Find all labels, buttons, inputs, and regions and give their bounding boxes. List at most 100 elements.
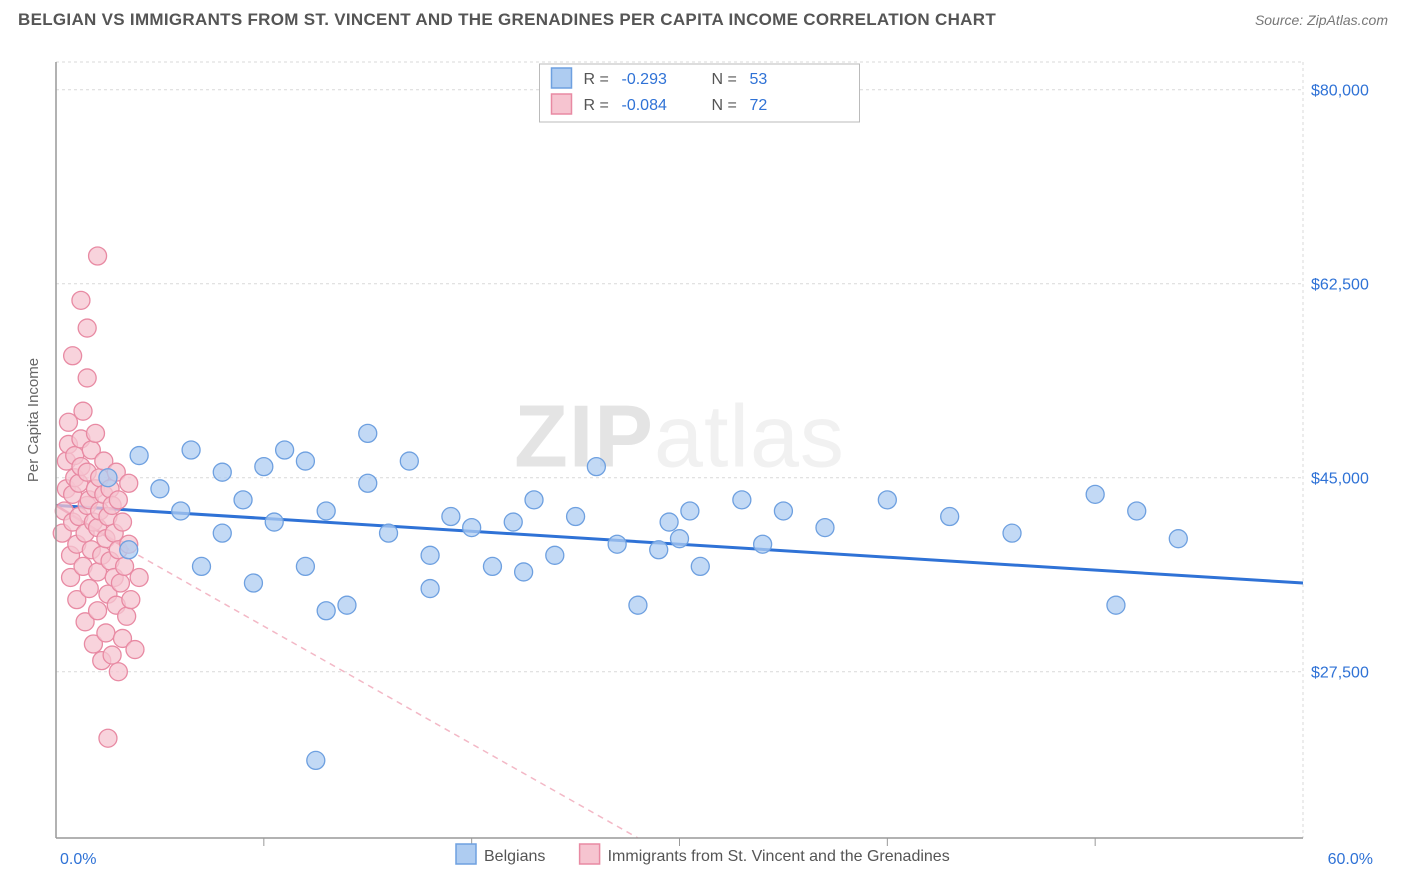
point-immigrants (111, 574, 129, 592)
point-belgians (567, 508, 585, 526)
point-belgians (359, 474, 377, 492)
point-belgians (733, 491, 751, 509)
point-belgians (483, 557, 501, 575)
point-belgians (463, 519, 481, 537)
point-belgians (515, 563, 533, 581)
series-legend-swatch (580, 844, 600, 864)
legend-r-value: -0.293 (622, 71, 667, 88)
point-belgians (172, 502, 190, 520)
point-immigrants (130, 568, 148, 586)
point-belgians (629, 596, 647, 614)
point-belgians (608, 535, 626, 553)
chart-title: BELGIAN VS IMMIGRANTS FROM ST. VINCENT A… (18, 10, 996, 30)
point-belgians (660, 513, 678, 531)
point-immigrants (89, 247, 107, 265)
point-belgians (296, 557, 314, 575)
point-belgians (878, 491, 896, 509)
point-belgians (681, 502, 699, 520)
point-immigrants (78, 369, 96, 387)
point-belgians (192, 557, 210, 575)
point-belgians (941, 508, 959, 526)
point-immigrants (126, 641, 144, 659)
y-tick-label: $80,000 (1311, 83, 1369, 100)
point-belgians (120, 541, 138, 559)
point-immigrants (120, 474, 138, 492)
legend-n-value: 53 (750, 71, 768, 88)
point-belgians (380, 524, 398, 542)
point-belgians (244, 574, 262, 592)
point-belgians (213, 463, 231, 481)
legend-n-label: N = (712, 71, 737, 88)
point-belgians (359, 424, 377, 442)
point-immigrants (64, 347, 82, 365)
point-immigrants (97, 624, 115, 642)
legend-r-label: R = (584, 71, 609, 88)
point-immigrants (122, 591, 140, 609)
point-immigrants (72, 291, 90, 309)
point-belgians (338, 596, 356, 614)
point-belgians (1086, 485, 1104, 503)
point-belgians (650, 541, 668, 559)
point-belgians (546, 546, 564, 564)
x-tick-label-right: 60.0% (1328, 851, 1373, 868)
series-legend-label: Belgians (484, 848, 545, 865)
point-belgians (296, 452, 314, 470)
point-belgians (317, 502, 335, 520)
legend-r-value: -0.084 (622, 97, 667, 114)
point-immigrants (80, 580, 98, 598)
point-belgians (234, 491, 252, 509)
point-belgians (774, 502, 792, 520)
point-belgians (421, 546, 439, 564)
point-belgians (1107, 596, 1125, 614)
legend-swatch (552, 94, 572, 114)
point-immigrants (74, 402, 92, 420)
watermark: ZIPatlas (514, 387, 845, 486)
point-belgians (442, 508, 460, 526)
point-immigrants (109, 491, 127, 509)
point-belgians (265, 513, 283, 531)
chart-container: $27,500 $45,000 $62,500 $80,000 ZIPatlas 0.0%… (18, 48, 1388, 892)
point-immigrants (86, 424, 104, 442)
point-immigrants (114, 513, 132, 531)
chart-source: Source: ZipAtlas.com (1255, 12, 1388, 28)
legend-swatch (552, 68, 572, 88)
point-immigrants (118, 607, 136, 625)
scatter-chart: $27,500 $45,000 $62,500 $80,000 ZIPatlas 0.0%… (18, 48, 1388, 888)
series-legend-label: Immigrants from St. Vincent and the Gren… (608, 848, 950, 865)
y-tick-label: $27,500 (1311, 665, 1369, 682)
point-belgians (130, 447, 148, 465)
point-belgians (400, 452, 418, 470)
y-tick-label: $62,500 (1311, 277, 1369, 294)
point-belgians (255, 458, 273, 476)
y-axis-label: Per Capita Income (25, 358, 42, 482)
point-belgians (317, 602, 335, 620)
point-belgians (691, 557, 709, 575)
point-belgians (671, 530, 689, 548)
legend-r-label: R = (584, 97, 609, 114)
point-belgians (587, 458, 605, 476)
point-belgians (307, 751, 325, 769)
y-tick-label: $45,000 (1311, 471, 1369, 488)
point-immigrants (103, 646, 121, 664)
source-value: ZipAtlas.com (1307, 12, 1388, 28)
point-immigrants (109, 663, 127, 681)
point-belgians (276, 441, 294, 459)
point-belgians (213, 524, 231, 542)
x-tick-label-left: 0.0% (60, 851, 96, 868)
point-belgians (99, 469, 117, 487)
point-belgians (151, 480, 169, 498)
trendline-immigrants-dash (129, 550, 638, 838)
point-belgians (754, 535, 772, 553)
point-immigrants (89, 602, 107, 620)
source-label: Source: (1255, 12, 1303, 28)
legend-n-value: 72 (750, 97, 768, 114)
point-belgians (816, 519, 834, 537)
series-legend-swatch (456, 844, 476, 864)
legend-n-label: N = (712, 97, 737, 114)
point-immigrants (99, 729, 117, 747)
point-belgians (1128, 502, 1146, 520)
point-belgians (504, 513, 522, 531)
point-belgians (1003, 524, 1021, 542)
point-belgians (421, 580, 439, 598)
point-belgians (182, 441, 200, 459)
